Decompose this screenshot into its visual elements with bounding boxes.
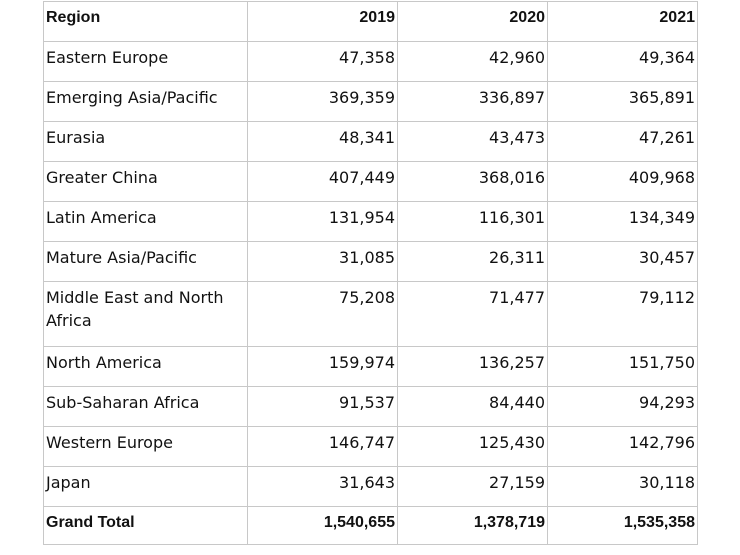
cell-2019: 146,747 <box>247 426 398 467</box>
cell-2020: 26,311 <box>397 241 548 282</box>
cell-2020: 125,430 <box>397 426 548 467</box>
cell-2019: 31,643 <box>247 466 398 507</box>
cell-2019: 48,341 <box>247 121 398 162</box>
cell-2021: 409,968 <box>547 161 698 202</box>
cell-region: Emerging Asia/Pacific <box>43 81 248 122</box>
cell-2019: 407,449 <box>247 161 398 202</box>
table-row: Japan 31,643 27,159 30,118 <box>43 466 698 507</box>
cell-2021: 79,112 <box>547 281 698 347</box>
table-row: North America 159,974 136,257 151,750 <box>43 346 698 387</box>
cell-2019: 75,208 <box>247 281 398 347</box>
cell-2020: 43,473 <box>397 121 548 162</box>
column-header-2019: 2019 <box>247 1 398 42</box>
cell-region: Mature Asia/Pacific <box>43 241 248 282</box>
cell-total-2019: 1,540,655 <box>247 506 398 545</box>
cell-2020: 71,477 <box>397 281 548 347</box>
table-row: Emerging Asia/Pacific 369,359 336,897 36… <box>43 81 698 122</box>
cell-2019: 31,085 <box>247 241 398 282</box>
table-row: Sub-Saharan Africa 91,537 84,440 94,293 <box>43 386 698 427</box>
table-header-row: Region 2019 2020 2021 <box>43 1 698 42</box>
cell-2019: 369,359 <box>247 81 398 122</box>
cell-region: Eastern Europe <box>43 41 248 82</box>
cell-2020: 116,301 <box>397 201 548 242</box>
grand-total-row: Grand Total 1,540,655 1,378,719 1,535,35… <box>43 506 698 545</box>
cell-2021: 134,349 <box>547 201 698 242</box>
column-header-2021: 2021 <box>547 1 698 42</box>
cell-2020: 336,897 <box>397 81 548 122</box>
table-row: Latin America 131,954 116,301 134,349 <box>43 201 698 242</box>
cell-2019: 91,537 <box>247 386 398 427</box>
cell-2020: 27,159 <box>397 466 548 507</box>
cell-2020: 136,257 <box>397 346 548 387</box>
cell-region: North America <box>43 346 248 387</box>
cell-region: Western Europe <box>43 426 248 467</box>
cell-2021: 47,261 <box>547 121 698 162</box>
cell-region: Sub-Saharan Africa <box>43 386 248 427</box>
cell-2020: 42,960 <box>397 41 548 82</box>
cell-region: Greater China <box>43 161 248 202</box>
cell-total-2021: 1,535,358 <box>547 506 698 545</box>
table-row: Eurasia 48,341 43,473 47,261 <box>43 121 698 162</box>
cell-2021: 365,891 <box>547 81 698 122</box>
cell-2021: 142,796 <box>547 426 698 467</box>
cell-2021: 30,457 <box>547 241 698 282</box>
cell-2019: 131,954 <box>247 201 398 242</box>
cell-2020: 84,440 <box>397 386 548 427</box>
table-row: Eastern Europe 47,358 42,960 49,364 <box>43 41 698 82</box>
table-row: Greater China 407,449 368,016 409,968 <box>43 161 698 202</box>
cell-2021: 151,750 <box>547 346 698 387</box>
cell-region: Eurasia <box>43 121 248 162</box>
cell-2019: 159,974 <box>247 346 398 387</box>
cell-2019: 47,358 <box>247 41 398 82</box>
column-header-region: Region <box>43 1 248 42</box>
cell-2021: 30,118 <box>547 466 698 507</box>
column-header-2020: 2020 <box>397 1 548 42</box>
cell-region: Japan <box>43 466 248 507</box>
cell-region: Latin America <box>43 201 248 242</box>
cell-2021: 49,364 <box>547 41 698 82</box>
table-row: Middle East and North Africa 75,208 71,4… <box>43 281 698 347</box>
cell-region: Middle East and North Africa <box>43 281 248 347</box>
cell-2020: 368,016 <box>397 161 548 202</box>
cell-total-2020: 1,378,719 <box>397 506 548 545</box>
region-sales-table: Region 2019 2020 2021 Eastern Europe 47,… <box>43 1 698 545</box>
region-sales-table-container: Region 2019 2020 2021 Eastern Europe 47,… <box>43 1 698 545</box>
cell-2021: 94,293 <box>547 386 698 427</box>
table-row: Mature Asia/Pacific 31,085 26,311 30,457 <box>43 241 698 282</box>
table-row: Western Europe 146,747 125,430 142,796 <box>43 426 698 467</box>
cell-total-label: Grand Total <box>43 506 248 545</box>
